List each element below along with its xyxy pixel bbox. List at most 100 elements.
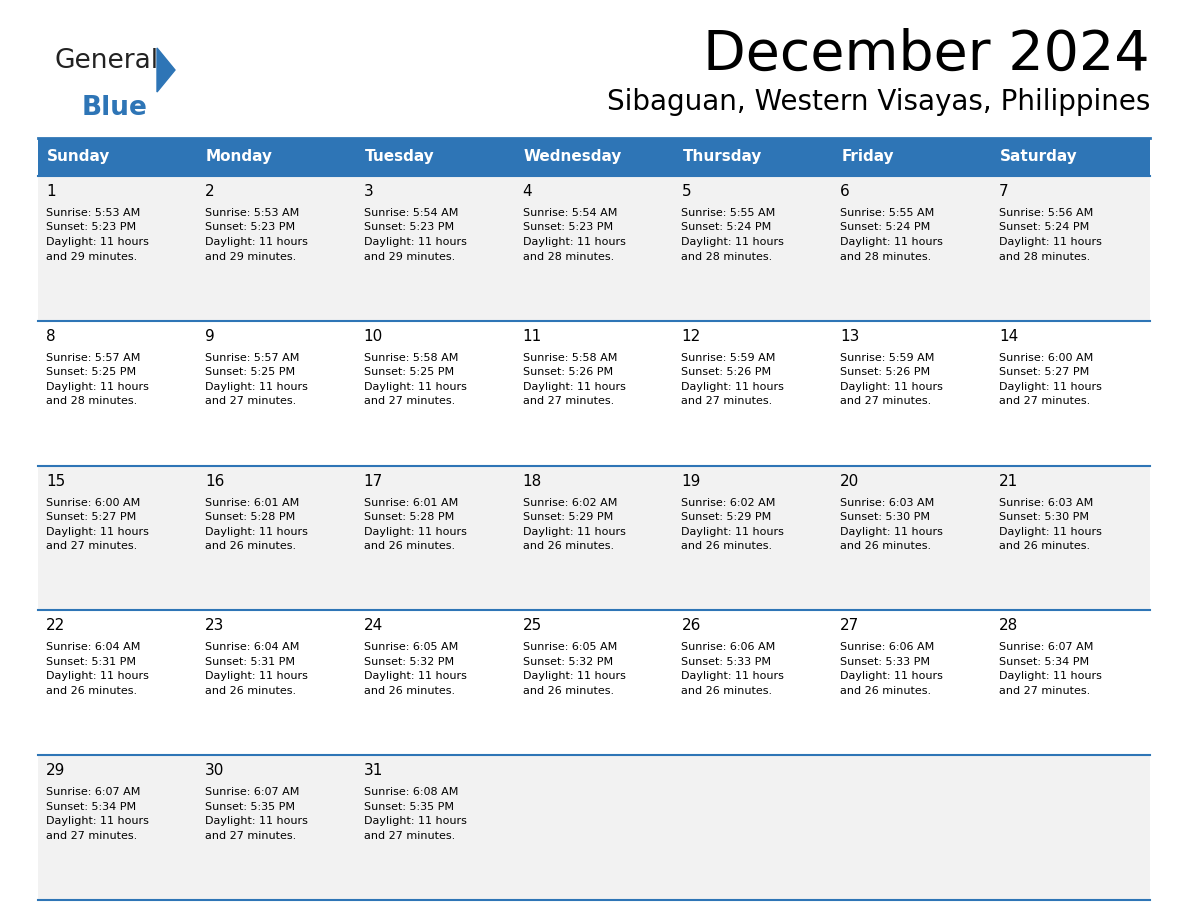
- Text: and 27 minutes.: and 27 minutes.: [204, 831, 296, 841]
- Bar: [197, 176, 355, 320]
- Text: Sunrise: 6:08 AM: Sunrise: 6:08 AM: [364, 788, 459, 797]
- Text: Sunset: 5:25 PM: Sunset: 5:25 PM: [204, 367, 295, 377]
- Text: Thursday: Thursday: [682, 150, 762, 164]
- Text: 19: 19: [682, 474, 701, 488]
- Text: 13: 13: [840, 329, 860, 344]
- Text: Daylight: 11 hours: Daylight: 11 hours: [682, 382, 784, 392]
- Bar: [991, 176, 1150, 320]
- Bar: [674, 320, 833, 465]
- Text: 7: 7: [999, 184, 1009, 199]
- Text: and 27 minutes.: and 27 minutes.: [46, 541, 138, 551]
- Text: Sunrise: 5:59 AM: Sunrise: 5:59 AM: [682, 353, 776, 363]
- Text: Sunset: 5:33 PM: Sunset: 5:33 PM: [840, 657, 930, 666]
- Text: and 29 minutes.: and 29 minutes.: [364, 252, 455, 262]
- Text: Sunset: 5:24 PM: Sunset: 5:24 PM: [840, 222, 930, 232]
- Text: and 26 minutes.: and 26 minutes.: [682, 686, 772, 696]
- Bar: [514, 610, 674, 756]
- Text: Sunset: 5:26 PM: Sunset: 5:26 PM: [840, 367, 930, 377]
- Text: Daylight: 11 hours: Daylight: 11 hours: [364, 527, 467, 537]
- Text: Daylight: 11 hours: Daylight: 11 hours: [204, 237, 308, 247]
- Text: Sunrise: 6:02 AM: Sunrise: 6:02 AM: [682, 498, 776, 508]
- Bar: [38, 320, 197, 465]
- Text: 22: 22: [46, 619, 65, 633]
- Bar: [355, 465, 514, 610]
- Text: and 26 minutes.: and 26 minutes.: [682, 541, 772, 551]
- Text: Sunset: 5:35 PM: Sunset: 5:35 PM: [364, 801, 454, 812]
- Text: and 26 minutes.: and 26 minutes.: [204, 686, 296, 696]
- Text: 9: 9: [204, 329, 215, 344]
- Text: and 28 minutes.: and 28 minutes.: [523, 252, 614, 262]
- Text: Sunset: 5:28 PM: Sunset: 5:28 PM: [364, 512, 454, 522]
- Text: 18: 18: [523, 474, 542, 488]
- Text: Sunrise: 6:07 AM: Sunrise: 6:07 AM: [46, 788, 140, 797]
- Text: Sunset: 5:26 PM: Sunset: 5:26 PM: [523, 367, 613, 377]
- Bar: [514, 138, 674, 176]
- Bar: [355, 138, 514, 176]
- Text: Sunrise: 5:54 AM: Sunrise: 5:54 AM: [364, 208, 459, 218]
- Text: Sunset: 5:24 PM: Sunset: 5:24 PM: [999, 222, 1089, 232]
- Text: Sunset: 5:33 PM: Sunset: 5:33 PM: [682, 657, 771, 666]
- Text: 28: 28: [999, 619, 1018, 633]
- Text: Sunset: 5:24 PM: Sunset: 5:24 PM: [682, 222, 772, 232]
- Text: Sunset: 5:34 PM: Sunset: 5:34 PM: [46, 801, 137, 812]
- Text: Sunrise: 5:55 AM: Sunrise: 5:55 AM: [840, 208, 935, 218]
- Bar: [991, 465, 1150, 610]
- Text: 24: 24: [364, 619, 383, 633]
- Text: Sunday: Sunday: [48, 150, 110, 164]
- Text: 26: 26: [682, 619, 701, 633]
- Text: and 27 minutes.: and 27 minutes.: [523, 397, 614, 407]
- Text: Sunset: 5:23 PM: Sunset: 5:23 PM: [46, 222, 137, 232]
- Text: Sunrise: 5:58 AM: Sunrise: 5:58 AM: [523, 353, 617, 363]
- Text: 30: 30: [204, 763, 225, 778]
- Text: Daylight: 11 hours: Daylight: 11 hours: [204, 382, 308, 392]
- Text: Daylight: 11 hours: Daylight: 11 hours: [999, 671, 1102, 681]
- Text: 1: 1: [46, 184, 56, 199]
- Text: Sunrise: 6:05 AM: Sunrise: 6:05 AM: [364, 643, 457, 653]
- Text: and 28 minutes.: and 28 minutes.: [682, 252, 772, 262]
- Bar: [991, 756, 1150, 900]
- Text: Sunrise: 6:03 AM: Sunrise: 6:03 AM: [840, 498, 935, 508]
- Text: Daylight: 11 hours: Daylight: 11 hours: [523, 382, 625, 392]
- Text: and 27 minutes.: and 27 minutes.: [364, 831, 455, 841]
- Text: 10: 10: [364, 329, 383, 344]
- Bar: [674, 756, 833, 900]
- Text: and 28 minutes.: and 28 minutes.: [840, 252, 931, 262]
- Text: and 28 minutes.: and 28 minutes.: [999, 252, 1091, 262]
- Text: Sunrise: 6:04 AM: Sunrise: 6:04 AM: [204, 643, 299, 653]
- Text: Sunset: 5:32 PM: Sunset: 5:32 PM: [523, 657, 613, 666]
- Text: 2: 2: [204, 184, 215, 199]
- Bar: [38, 756, 197, 900]
- Text: Sunrise: 6:03 AM: Sunrise: 6:03 AM: [999, 498, 1093, 508]
- Text: Sunset: 5:25 PM: Sunset: 5:25 PM: [364, 367, 454, 377]
- Text: Daylight: 11 hours: Daylight: 11 hours: [46, 527, 148, 537]
- Text: 23: 23: [204, 619, 225, 633]
- Bar: [38, 176, 197, 320]
- Text: and 26 minutes.: and 26 minutes.: [523, 541, 614, 551]
- Text: Sunset: 5:23 PM: Sunset: 5:23 PM: [523, 222, 613, 232]
- Text: Daylight: 11 hours: Daylight: 11 hours: [204, 816, 308, 826]
- Text: and 26 minutes.: and 26 minutes.: [364, 686, 455, 696]
- Text: 16: 16: [204, 474, 225, 488]
- Text: Daylight: 11 hours: Daylight: 11 hours: [999, 237, 1102, 247]
- Text: 3: 3: [364, 184, 373, 199]
- Text: Sunset: 5:23 PM: Sunset: 5:23 PM: [364, 222, 454, 232]
- Text: Daylight: 11 hours: Daylight: 11 hours: [999, 382, 1102, 392]
- Text: and 28 minutes.: and 28 minutes.: [46, 397, 138, 407]
- Text: Sunrise: 6:00 AM: Sunrise: 6:00 AM: [46, 498, 140, 508]
- Text: Sunrise: 6:04 AM: Sunrise: 6:04 AM: [46, 643, 140, 653]
- Bar: [514, 176, 674, 320]
- Text: and 27 minutes.: and 27 minutes.: [999, 397, 1091, 407]
- Text: Daylight: 11 hours: Daylight: 11 hours: [364, 382, 467, 392]
- Text: Tuesday: Tuesday: [365, 150, 435, 164]
- Text: Daylight: 11 hours: Daylight: 11 hours: [840, 671, 943, 681]
- Text: 8: 8: [46, 329, 56, 344]
- Text: and 27 minutes.: and 27 minutes.: [204, 397, 296, 407]
- Bar: [833, 176, 991, 320]
- Text: Sunrise: 6:01 AM: Sunrise: 6:01 AM: [204, 498, 299, 508]
- Bar: [514, 320, 674, 465]
- Text: and 26 minutes.: and 26 minutes.: [999, 541, 1091, 551]
- Text: Sunrise: 5:53 AM: Sunrise: 5:53 AM: [204, 208, 299, 218]
- Text: Sunset: 5:29 PM: Sunset: 5:29 PM: [682, 512, 772, 522]
- Bar: [991, 138, 1150, 176]
- Text: Daylight: 11 hours: Daylight: 11 hours: [523, 237, 625, 247]
